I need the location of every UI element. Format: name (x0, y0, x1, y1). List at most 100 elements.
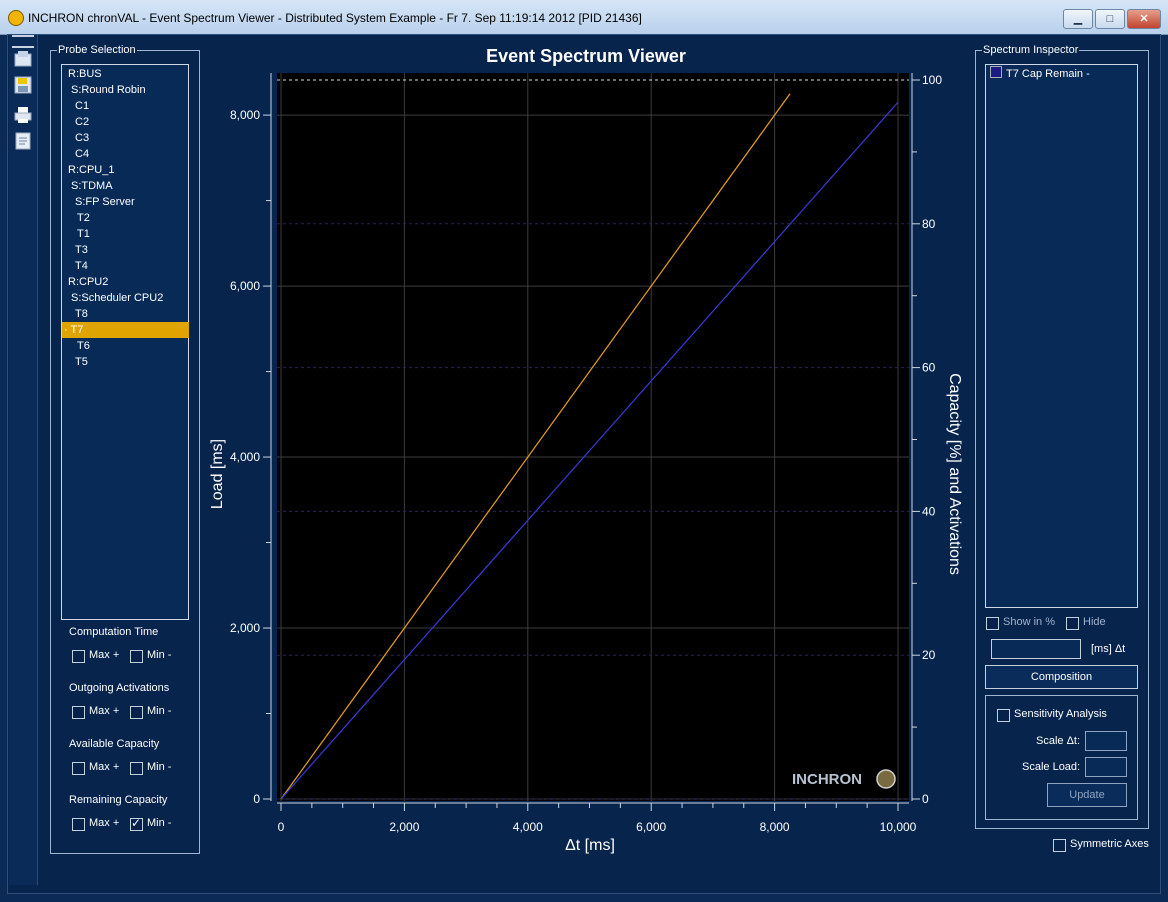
dt-input[interactable] (991, 639, 1081, 659)
probe-list-item[interactable]: T2 (77, 212, 90, 224)
dt-unit-label: [ms] Δt (1091, 643, 1126, 655)
probe-list-item[interactable]: · T7 (62, 322, 189, 338)
sensitivity-analysis-label: Sensitivity Analysis (1014, 708, 1107, 720)
probe-list-item[interactable]: C2 (75, 116, 90, 128)
symmetric-axes-label: Symmetric Axes (1070, 838, 1149, 850)
y2-tick-label: 60 (922, 361, 936, 375)
min-label: Min - (147, 817, 172, 829)
probe-list-item[interactable]: T8 (75, 308, 88, 320)
window-title: INCHRON chronVAL - Event Spectrum Viewer… (28, 11, 642, 25)
max-checkbox[interactable] (72, 818, 85, 831)
app-icon (8, 10, 24, 26)
title-bar: INCHRON chronVAL - Event Spectrum Viewer… (0, 0, 1168, 35)
inchron-logo-icon (876, 769, 896, 789)
event-spectrum-chart: Event Spectrum Viewer 0 2,000 4,000 6,000 8,… (209, 46, 963, 854)
grid (277, 73, 909, 801)
max-label: Max + (89, 649, 120, 661)
max-checkbox[interactable] (72, 762, 85, 775)
toolbar (9, 35, 38, 885)
scale-dt-label: Scale Δt: (1036, 735, 1081, 747)
scale-load-input[interactable] (1085, 757, 1127, 777)
min-checkbox[interactable] (130, 816, 143, 831)
y2-tick-label: 0 (922, 792, 929, 806)
sensitivity-analysis-checkbox[interactable] (997, 709, 1010, 722)
probe-list-item[interactable]: C4 (75, 148, 90, 160)
section-title: Outgoing Activations (69, 682, 170, 694)
hide-checkbox[interactable] (1066, 617, 1079, 630)
minimize-button[interactable]: ▁ (1063, 9, 1093, 29)
show-in-percent-label: Show in % (1003, 616, 1055, 628)
x-tick-label: 2,000 (389, 820, 419, 834)
probe-list[interactable]: R:BUS S:Round Robin C1 C2 C3 C4 R:CPU_1 S:TDMA S… (61, 64, 189, 620)
max-label: Max + (89, 817, 120, 829)
y2-tick-label: 20 (922, 648, 936, 662)
probe-list-item[interactable]: T6 (77, 340, 90, 352)
probe-list-item[interactable]: R:CPU2 (68, 276, 109, 288)
min-checkbox[interactable] (130, 706, 143, 719)
export-icon[interactable] (13, 131, 33, 151)
save-icon[interactable] (13, 75, 33, 95)
probe-list-item[interactable]: T3 (75, 244, 88, 256)
y-axis-label: Load [ms] (209, 439, 226, 509)
probe-list-item[interactable]: T4 (75, 260, 88, 272)
min-label: Min - (147, 705, 172, 717)
series-icon (990, 66, 1002, 78)
probe-list-item[interactable]: S:TDMA (71, 180, 113, 192)
print-icon[interactable] (13, 105, 33, 125)
section-title: Available Capacity (69, 738, 160, 750)
inspector-list-item[interactable]: T7 Cap Remain - (990, 66, 1090, 82)
min-label: Min - (147, 649, 172, 661)
spectrum-inspector-group: Spectrum Inspector (975, 44, 1149, 829)
probe-list-item[interactable]: C3 (75, 132, 90, 144)
x-tick-label: 10,000 (880, 820, 917, 834)
x-tick-label: 4,000 (513, 820, 543, 834)
update-button[interactable]: Update (1047, 783, 1127, 807)
min-label: Min - (147, 761, 172, 773)
maximize-button[interactable]: □ (1095, 9, 1125, 29)
probe-list-item[interactable]: R:CPU_1 (68, 164, 115, 176)
y-tick-label: 8,000 (230, 108, 260, 122)
probe-list-item[interactable]: C1 (75, 100, 90, 112)
y2-tick-label: 100 (922, 73, 942, 87)
y2-tick-label: 80 (922, 217, 936, 231)
y-tick-label: 4,000 (230, 450, 260, 464)
max-checkbox[interactable] (72, 706, 85, 719)
show-in-percent-checkbox[interactable] (986, 617, 999, 630)
section-title: Remaining Capacity (69, 794, 168, 806)
y-tick-label: 6,000 (230, 279, 260, 293)
chart-title: Event Spectrum Viewer (486, 46, 686, 66)
series-line-orange (280, 93, 791, 800)
max-label: Max + (89, 705, 120, 717)
axes: 0 2,000 4,000 6,000 8,000 10,000 0 2,000 4,000 6,… (230, 73, 942, 834)
scale-load-label: Scale Load: (1022, 761, 1081, 773)
max-checkbox[interactable] (72, 650, 85, 663)
x-tick-label: 6,000 (636, 820, 666, 834)
series-group (280, 93, 899, 800)
y2-tick-label: 40 (922, 504, 936, 518)
inchron-watermark: INCHRON (792, 769, 896, 789)
series-line-blue (280, 101, 899, 800)
probe-selection-group: Probe Selection (50, 44, 200, 854)
composition-button[interactable]: Composition (985, 665, 1138, 689)
max-label: Max + (89, 761, 120, 773)
probe-list-item[interactable]: T5 (75, 356, 88, 368)
hide-label: Hide (1083, 616, 1106, 628)
scale-dt-input[interactable] (1085, 731, 1127, 751)
toolbar-grip (12, 35, 34, 48)
symmetric-axes-checkbox[interactable] (1053, 839, 1066, 852)
inspector-list[interactable]: T7 Cap Remain - (985, 64, 1138, 608)
probe-list-item[interactable]: R:BUS (68, 68, 102, 80)
open-icon[interactable] (13, 49, 33, 69)
sensitivity-analysis-box (985, 695, 1138, 820)
probe-list-item[interactable]: T1 (77, 228, 90, 240)
close-button[interactable]: ✕ (1127, 9, 1161, 29)
probe-list-item[interactable]: S:Scheduler CPU2 (71, 292, 164, 304)
plot-area (277, 73, 909, 801)
section-title: Computation Time (69, 626, 159, 638)
min-checkbox[interactable] (130, 762, 143, 775)
min-checkbox[interactable] (130, 650, 143, 663)
probe-list-item[interactable]: S:FP Server (75, 196, 135, 208)
spectrum-inspector-title: Spectrum Inspector (983, 44, 1079, 56)
probe-list-item[interactable]: S:Round Robin (71, 84, 146, 96)
probe-selection-title: Probe Selection (58, 44, 136, 56)
